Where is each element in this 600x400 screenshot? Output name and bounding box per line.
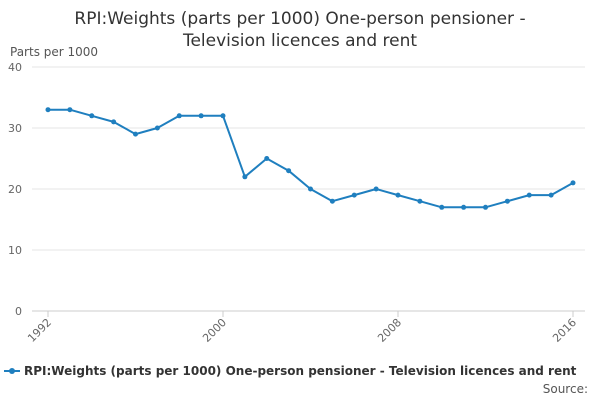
data-point (570, 180, 576, 186)
data-point (220, 113, 226, 119)
data-point (351, 192, 357, 198)
data-point (373, 186, 379, 192)
data-point (329, 198, 335, 204)
data-point (417, 198, 423, 204)
x-tick-label: 2000 (200, 316, 229, 345)
data-point (133, 131, 138, 137)
data-point (548, 192, 554, 198)
data-point (286, 168, 292, 174)
legend-label: RPI:Weights (parts per 1000) One-person … (24, 364, 577, 378)
data-point (526, 192, 532, 198)
data-point (67, 107, 73, 113)
x-tick-label: 2016 (550, 316, 579, 345)
data-point (198, 113, 204, 119)
data-point (264, 156, 270, 161)
x-tick-label: 1992 (25, 316, 54, 345)
x-tick-label: 2008 (375, 316, 404, 345)
data-point (89, 113, 95, 119)
data-point (176, 113, 182, 119)
y-tick-label: 30 (8, 122, 22, 135)
data-point (461, 204, 467, 210)
data-point (483, 204, 488, 210)
data-point (395, 192, 401, 198)
data-point (154, 125, 160, 131)
y-tick-label: 20 (8, 183, 22, 196)
y-axis-label: Parts per 1000 (10, 45, 99, 59)
chart-title: RPI:Weights (parts per 1000) One-person … (74, 9, 526, 51)
data-point (439, 204, 445, 210)
data-point (111, 119, 117, 125)
y-tick-label: 0 (15, 305, 22, 318)
data-point (504, 198, 510, 204)
source-label: Source: (542, 382, 588, 396)
y-tick-label: 10 (8, 244, 22, 257)
series-line (48, 108, 574, 209)
legend[interactable]: RPI:Weights (parts per 1000) One-person … (4, 364, 576, 378)
data-point (242, 174, 248, 180)
y-tick-label: 40 (8, 61, 22, 74)
data-point (308, 186, 313, 192)
data-point (45, 107, 51, 113)
legend-swatch (4, 366, 20, 376)
